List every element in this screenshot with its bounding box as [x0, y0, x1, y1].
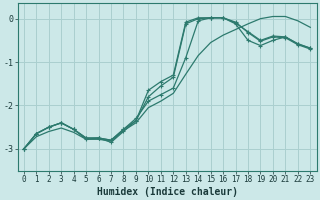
X-axis label: Humidex (Indice chaleur): Humidex (Indice chaleur) [97, 186, 237, 197]
